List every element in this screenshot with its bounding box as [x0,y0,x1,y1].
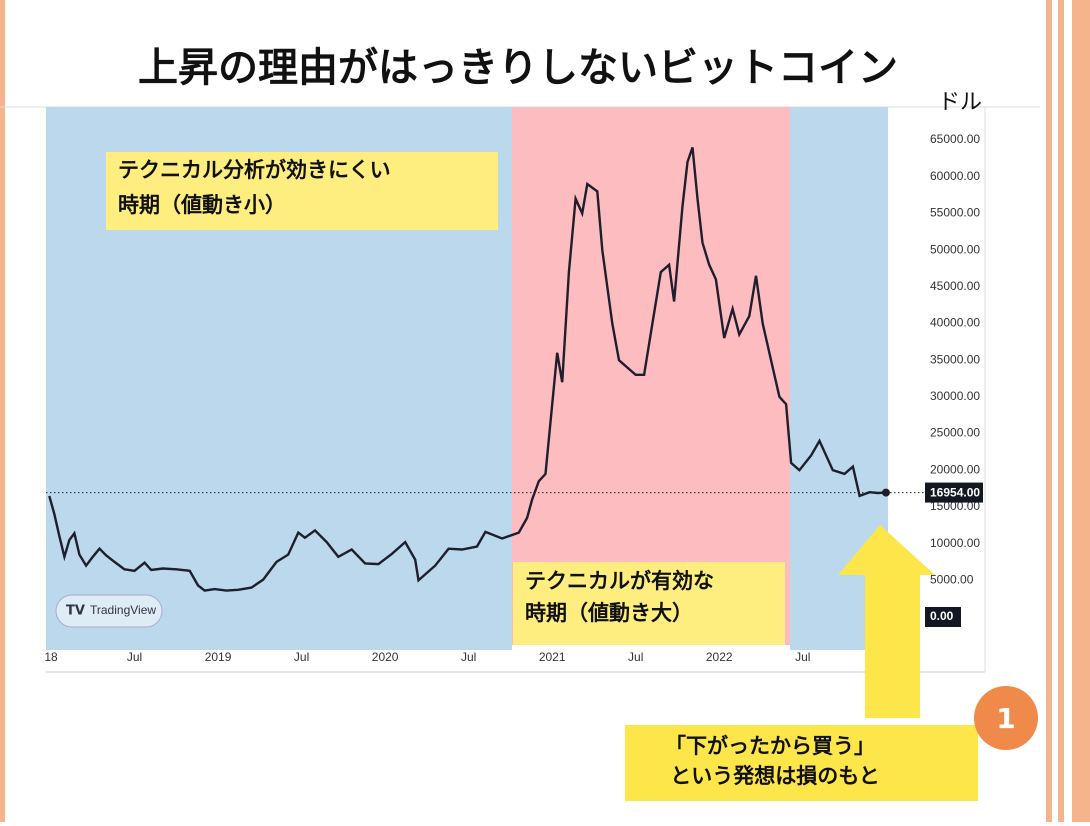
left-border [0,0,5,822]
y-tick-label: 60000.00 [930,169,980,183]
zero-tag [925,606,961,627]
y-tick-label: 25000.00 [930,426,980,440]
y-tick-label: 65000.00 [930,132,980,146]
y-tick-label: 0.00 [930,609,954,623]
callout: という発想は損のもと [670,764,880,788]
annotation: テクニカルが有効な [525,569,714,593]
callout: 「下がったから買う」 [665,734,875,758]
x-tick-label: Jul [795,650,810,664]
x-tick-label: 2021 [539,650,566,664]
badge-label: 1 [996,702,1015,735]
x-tick-label: 18 [44,650,58,664]
right-stripe [1046,0,1052,822]
x-tick-label: 2020 [372,650,399,664]
price-line [48,147,886,592]
y-tick-label: 5000.00 [930,572,974,586]
watermark-box [55,594,163,628]
right-stripe [1072,0,1090,822]
y-tick-label: 10000.00 [930,536,980,550]
annotation-box [106,152,498,230]
callout-box [625,725,978,801]
y-tick-label: 15000.00 [930,499,980,513]
region-high [512,107,790,645]
unit-label: ドル [938,90,982,115]
annotation: テクニカル分析が効きにくい [118,158,391,182]
y-tick-label: 20000.00 [930,462,980,476]
annotation: 時期（値動き大） [525,601,693,625]
watermark: TradingView [90,603,156,617]
y-tick-label: 45000.00 [930,279,980,293]
right-stripe [1058,0,1064,822]
x-tick-label: Jul [294,650,309,664]
slide-title: 上昇の理由がはっきりしないビットコイン [138,45,898,91]
y-tick-label: 35000.00 [930,352,980,366]
x-tick-label: 2019 [205,650,232,664]
last-point [881,488,890,497]
badge [974,686,1038,750]
price-tag-label: 16954.00 [930,486,980,500]
y-tick-label: 30000.00 [930,389,980,403]
annotation: 時期（値動き小） [118,193,286,217]
x-tick-label: Jul [127,650,142,664]
x-tick-label: Jul [461,650,476,664]
logo: TV [66,604,85,619]
y-tick-label: 50000.00 [930,242,980,256]
y-tick-label: 55000.00 [930,206,980,220]
annotation-box [513,562,785,645]
price-tag [925,482,983,503]
x-tick-label: 2022 [706,650,733,664]
x-tick-label: Jul [628,650,643,664]
arrow [838,525,935,718]
y-tick-label: 40000.00 [930,316,980,330]
